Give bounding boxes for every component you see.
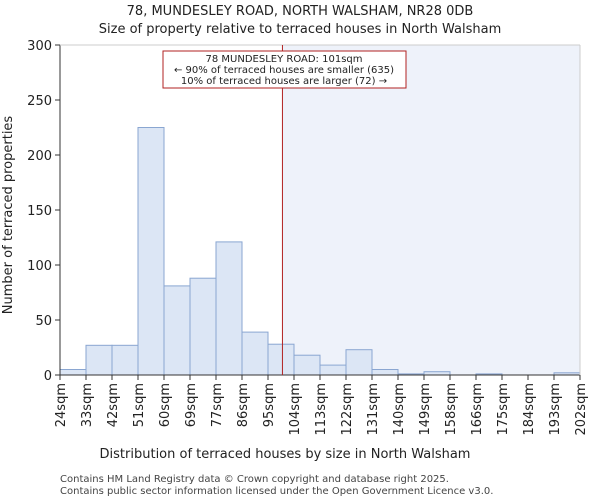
x-tick-label: 202sqm: [574, 383, 589, 436]
y-axis-title: Number of terraced properties: [1, 116, 16, 315]
annotation-box: 78 MUNDESLEY ROAD: 101sqm ← 90% of terra…: [162, 50, 407, 89]
bar-51sqm: [137, 127, 165, 376]
y-axis-ticks: 0 50 100 150 200 250 300: [27, 39, 60, 384]
x-tick-label: 175sqm: [496, 383, 511, 436]
bar-95sqm: [267, 343, 295, 376]
annotation-title: 78 MUNDESLEY ROAD: 101sqm: [206, 54, 363, 65]
x-tick-label: 166sqm: [470, 383, 485, 436]
y-tick-label: 300: [27, 39, 52, 54]
bar-24sqm: [59, 369, 87, 376]
highlight-region: [282, 45, 580, 375]
x-tick-label: 33sqm: [80, 383, 95, 427]
x-tick-label: 60sqm: [158, 383, 173, 427]
x-tick-label: 42sqm: [106, 383, 121, 427]
bar-60sqm: [163, 285, 191, 376]
annotation-larger: 10% of terraced houses are larger (72) →: [181, 76, 387, 87]
x-tick-label: 104sqm: [288, 383, 303, 436]
x-tick-label: 193sqm: [548, 383, 563, 436]
bar-69sqm: [189, 277, 217, 376]
y-tick-label: 100: [27, 259, 52, 274]
bar-33sqm: [85, 344, 113, 376]
y-tick-label: 200: [27, 149, 52, 164]
bars-group: [59, 127, 581, 376]
chart-title: 78, MUNDESLEY ROAD, NORTH WALSHAM, NR28 …: [127, 4, 474, 19]
annotation-border: [162, 50, 407, 89]
x-tick-label: 86sqm: [236, 383, 251, 427]
x-tick-label: 158sqm: [444, 383, 459, 436]
x-tick-label: 122sqm: [340, 383, 355, 436]
bar-77sqm: [215, 241, 243, 376]
x-tick-label: 69sqm: [184, 383, 199, 427]
y-tick-label: 50: [35, 314, 52, 329]
x-tick-label: 140sqm: [392, 383, 407, 436]
bar-86sqm: [241, 331, 269, 376]
bar-122sqm: [345, 349, 373, 376]
x-tick-label: 95sqm: [262, 383, 277, 427]
footer-line-1: Contains HM Land Registry data © Crown c…: [60, 474, 449, 485]
x-tick-label: 77sqm: [210, 383, 225, 427]
x-tick-label: 113sqm: [314, 383, 329, 436]
x-tick-label: 184sqm: [522, 383, 537, 436]
x-tick-label: 51sqm: [132, 383, 147, 427]
bar-104sqm: [293, 354, 321, 376]
footer-line-2: Contains public sector information licen…: [60, 486, 493, 497]
bar-131sqm: [371, 369, 399, 376]
y-tick-label: 0: [44, 369, 52, 384]
x-axis-title: Distribution of terraced houses by size …: [100, 447, 471, 462]
x-axis-ticks: 24sqm 33sqm 42sqm 51sqm 60sqm 69sqm 77sqm 86sqm…: [54, 375, 589, 436]
x-tick-label: 24sqm: [54, 383, 69, 427]
x-tick-label: 131sqm: [366, 383, 381, 436]
chart-subtitle: Size of property relative to terraced ho…: [99, 22, 502, 37]
x-tick-label: 149sqm: [418, 383, 433, 436]
bar-113sqm: [319, 364, 347, 376]
bar-42sqm: [111, 344, 139, 376]
y-tick-label: 150: [27, 204, 52, 219]
annotation-smaller: ← 90% of terraced houses are smaller (63…: [174, 65, 394, 76]
y-tick-label: 250: [27, 94, 52, 109]
